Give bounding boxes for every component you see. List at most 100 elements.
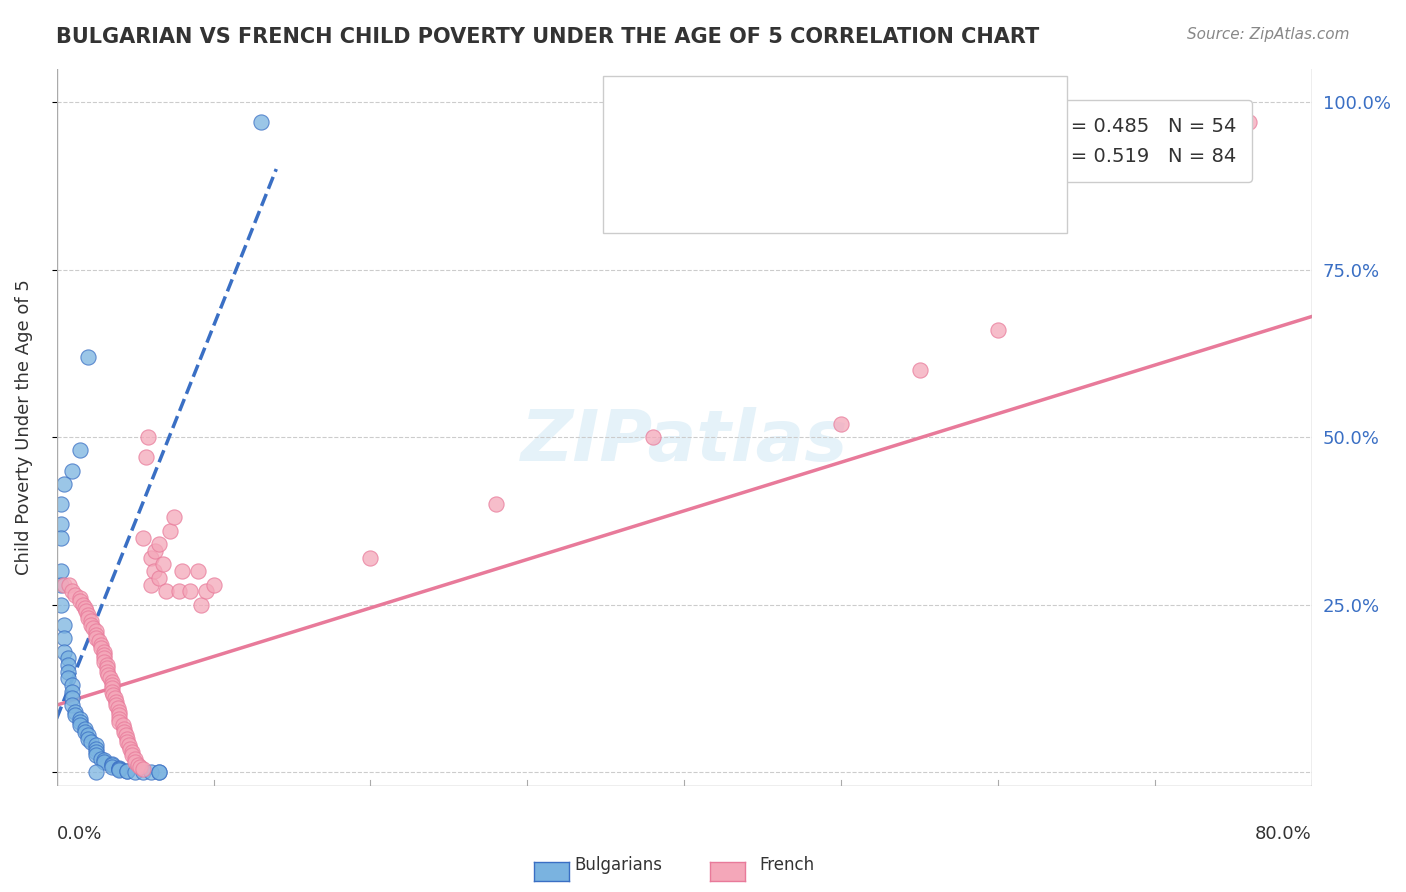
Point — [73, 725, 96, 739]
Point — [124, 755, 146, 769]
Point — [148, 765, 170, 780]
Point — [51, 531, 73, 545]
Point — [56, 657, 79, 672]
Point — [65, 588, 87, 602]
Point — [53, 617, 76, 632]
Point — [105, 695, 128, 709]
Point — [56, 665, 79, 679]
Point — [485, 497, 508, 511]
Point — [100, 757, 122, 772]
Point — [108, 714, 131, 729]
Point — [108, 762, 131, 776]
Point — [128, 760, 150, 774]
Point — [51, 517, 73, 532]
Point — [84, 631, 107, 645]
Point — [108, 708, 131, 723]
Point — [56, 671, 79, 685]
Point — [51, 598, 73, 612]
Point — [53, 631, 76, 645]
Point — [114, 728, 136, 742]
Point — [908, 363, 931, 377]
Point — [60, 464, 83, 478]
Point — [115, 735, 138, 749]
Point — [56, 651, 79, 665]
Point — [100, 681, 122, 696]
Point — [80, 617, 103, 632]
Point — [77, 611, 100, 625]
Point — [51, 564, 73, 578]
Point — [77, 731, 100, 746]
Point — [65, 705, 87, 719]
Point — [132, 765, 155, 780]
Point — [69, 443, 91, 458]
Point — [139, 550, 162, 565]
Point — [77, 728, 100, 742]
Point — [65, 708, 87, 723]
Point — [359, 550, 381, 565]
Point — [93, 651, 115, 665]
Text: 80.0%: 80.0% — [1256, 825, 1312, 843]
Point — [84, 628, 107, 642]
Point — [93, 753, 115, 767]
Point — [641, 430, 664, 444]
Point — [84, 739, 107, 753]
Point — [58, 577, 80, 591]
Point — [84, 765, 107, 780]
Point — [93, 655, 115, 669]
Point — [72, 598, 94, 612]
Point — [108, 763, 131, 777]
Point — [93, 755, 115, 769]
Text: ZIPatlas: ZIPatlas — [520, 407, 848, 475]
Point — [108, 763, 131, 777]
Point — [108, 712, 131, 726]
Point — [53, 477, 76, 491]
Point — [132, 762, 155, 776]
Point — [127, 758, 149, 772]
Point — [167, 584, 190, 599]
Point — [121, 745, 143, 759]
Point — [100, 758, 122, 772]
Text: BULGARIAN VS FRENCH CHILD POVERTY UNDER THE AGE OF 5 CORRELATION CHART: BULGARIAN VS FRENCH CHILD POVERTY UNDER … — [56, 27, 1039, 46]
Point — [139, 577, 162, 591]
Point — [187, 564, 209, 578]
Point — [60, 698, 83, 713]
Point — [51, 577, 73, 591]
Point — [100, 684, 122, 698]
Point — [108, 761, 131, 775]
Text: French: French — [759, 856, 815, 874]
Point — [60, 678, 83, 692]
Point — [148, 571, 170, 585]
Text: Bulgarians: Bulgarians — [575, 856, 662, 874]
Point — [115, 764, 138, 779]
Point — [139, 765, 162, 780]
Point — [90, 638, 112, 652]
Point — [202, 577, 225, 591]
Point — [73, 601, 96, 615]
Point — [120, 741, 142, 756]
Y-axis label: Child Poverty Under the Age of 5: Child Poverty Under the Age of 5 — [15, 279, 32, 575]
Point — [90, 641, 112, 656]
Point — [112, 725, 135, 739]
Point — [163, 510, 186, 524]
Point — [148, 765, 170, 780]
Point — [96, 665, 118, 679]
Point — [136, 430, 159, 444]
Point — [142, 564, 165, 578]
Point — [194, 584, 217, 599]
Point — [69, 718, 91, 732]
Point — [132, 531, 155, 545]
Point — [105, 698, 128, 713]
Point — [60, 584, 83, 599]
Point — [96, 661, 118, 675]
Point — [111, 718, 134, 732]
Point — [1237, 115, 1260, 129]
Point — [96, 657, 118, 672]
Point — [101, 688, 124, 702]
Point — [93, 644, 115, 658]
Point — [830, 417, 852, 431]
Point — [82, 621, 104, 635]
Point — [148, 537, 170, 551]
Point — [93, 648, 115, 662]
Point — [73, 722, 96, 736]
Point — [100, 678, 122, 692]
